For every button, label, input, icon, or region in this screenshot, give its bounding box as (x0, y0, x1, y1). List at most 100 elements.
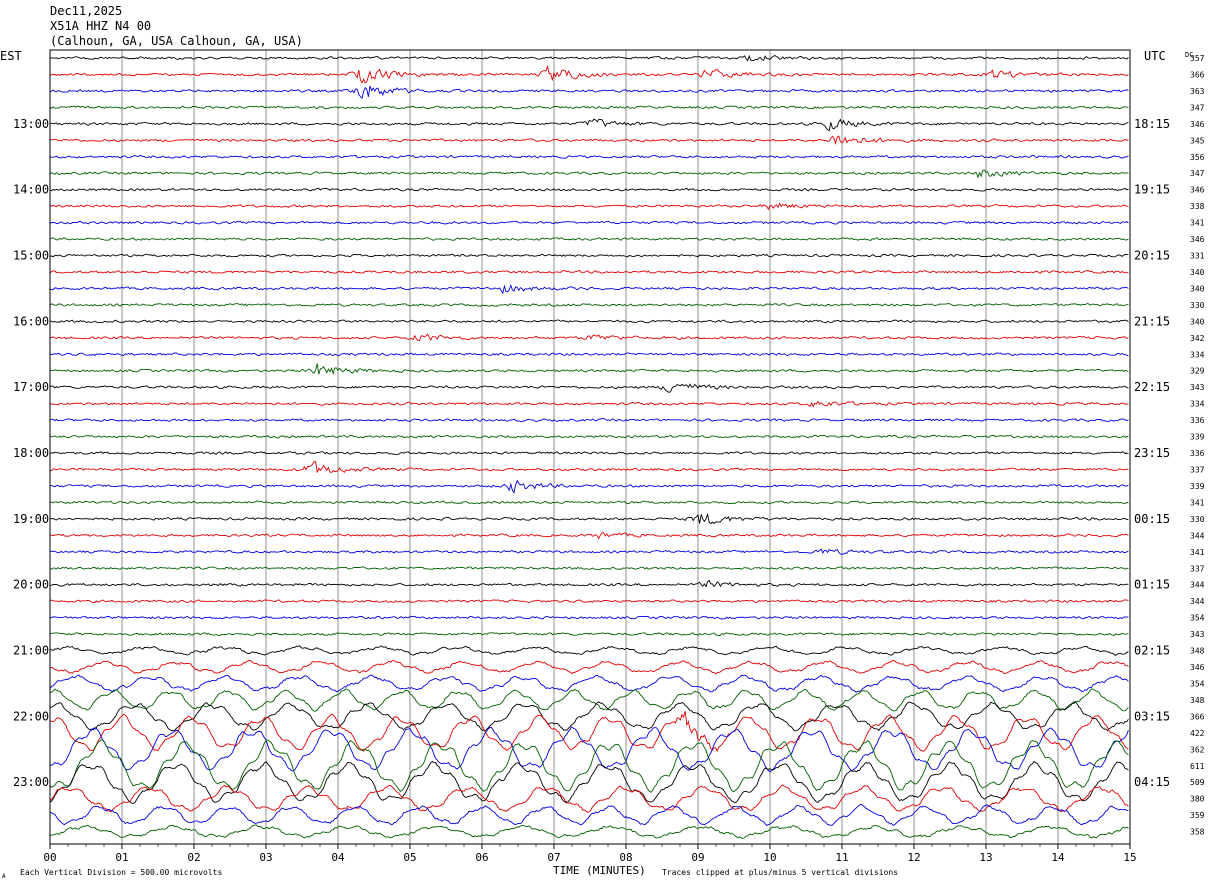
scale-note: Each Vertical Division = 500.00 microvol… (20, 868, 222, 877)
trace-row (49, 187, 1129, 192)
right-hour-label: 22:15 (1134, 380, 1170, 394)
trace-row (49, 784, 1129, 813)
trace-row (49, 739, 1129, 793)
trace-row (49, 202, 1129, 211)
trace-row (49, 479, 1129, 494)
left-hour-label: 13:00 (13, 117, 49, 131)
dc-value: 342 (1190, 334, 1205, 343)
dc-value: 509 (1190, 778, 1205, 787)
right-hour-label: 21:15 (1134, 314, 1170, 328)
left-hour-label: 16:00 (13, 314, 49, 328)
clip-note: Traces clipped at plus/minus 5 vertical … (662, 868, 898, 877)
trace-row (49, 451, 1129, 455)
x-tick-label: 06 (475, 851, 488, 864)
x-tick-label: 04 (331, 851, 345, 864)
x-tick-label: 09 (691, 851, 704, 864)
dc-value: 338 (1190, 202, 1205, 211)
x-tick-label: 13 (979, 851, 992, 864)
trace-row (49, 512, 1129, 525)
trace-row (49, 65, 1129, 84)
plot-frame (49, 49, 1131, 845)
dc-value: 356 (1190, 153, 1205, 162)
trace-row (49, 645, 1129, 656)
trace-row (49, 319, 1129, 324)
trace-row (49, 532, 1129, 540)
dc-value: 331 (1190, 252, 1205, 261)
dc-value: 357 (1190, 54, 1205, 63)
right-timezone-label: UTC (1144, 49, 1166, 63)
x-axis-ticks: 00 01 02 03 04 05 06 07 08 09 10 11 12 13 14 15 (43, 844, 1137, 864)
dc-value: 359 (1190, 811, 1205, 820)
x-tick-label: 08 (619, 851, 632, 864)
trace-row (49, 711, 1129, 752)
right-hour-label: 23:15 (1134, 446, 1170, 460)
x-tick-label: 10 (763, 851, 776, 864)
dc-value: 366 (1190, 70, 1205, 79)
trace-row (49, 418, 1129, 423)
x-tick-label: 02 (187, 851, 200, 864)
left-hour-label: 23:00 (13, 775, 49, 789)
trace-row (49, 220, 1129, 225)
corner-mark: A (2, 873, 6, 880)
station-code: X51A HHZ N4 00 (50, 19, 152, 33)
dc-value: 345 (1190, 136, 1205, 145)
dc-value: 340 (1190, 268, 1205, 277)
x-tick-label: 03 (259, 851, 272, 864)
trace-row (49, 566, 1129, 571)
trace-row (49, 803, 1129, 826)
dc-value: 337 (1190, 466, 1205, 475)
dc-value: 341 (1190, 498, 1205, 507)
trace-row (49, 548, 1129, 555)
x-axis-title: TIME (MINUTES) (553, 864, 646, 877)
left-hour-label: 22:00 (13, 709, 49, 723)
left-hour-label: 14:00 (13, 183, 49, 197)
dc-value: 611 (1190, 762, 1205, 771)
left-hour-label: 20:00 (13, 578, 49, 592)
right-hour-label: 18:15 (1134, 117, 1170, 131)
trace-row (49, 579, 1129, 588)
dc-value: 348 (1190, 696, 1205, 705)
x-tick-label: 14 (1051, 851, 1065, 864)
trace-row (49, 169, 1129, 179)
dc-header-label: DC (1185, 51, 1193, 59)
dc-value: 380 (1190, 795, 1205, 804)
dc-value: 346 (1190, 663, 1205, 672)
dc-value: 346 (1190, 186, 1205, 195)
x-tick-label: 00 (43, 851, 56, 864)
right-hour-label: 01:15 (1134, 578, 1170, 592)
trace-row (49, 688, 1129, 712)
dc-value: 348 (1190, 647, 1205, 656)
dc-value: 344 (1190, 581, 1205, 590)
right-hour-label: 20:15 (1134, 249, 1170, 263)
dc-value: 336 (1190, 449, 1205, 458)
trace-row (49, 54, 1129, 62)
trace-row (49, 85, 1129, 100)
dc-value: 346 (1190, 235, 1205, 244)
trace-row (49, 154, 1129, 159)
dc-value: 334 (1190, 350, 1205, 359)
dc-value: 339 (1190, 482, 1205, 491)
left-timezone-label: EST (0, 49, 22, 63)
dc-value: 354 (1190, 679, 1205, 688)
right-hour-label: 02:15 (1134, 644, 1170, 658)
dc-value: 362 (1190, 745, 1205, 754)
dc-value: 363 (1190, 87, 1205, 96)
dc-value: 347 (1190, 103, 1205, 112)
right-hour-labels: 18:15 19:15 20:15 21:15 22:15 23:15 00:15 01:15… (1134, 117, 1170, 789)
left-hour-label: 18:00 (13, 446, 49, 460)
dc-value: 330 (1190, 515, 1205, 524)
trace-row (49, 363, 1129, 375)
dc-value: 358 (1190, 828, 1205, 837)
plot-grid (121, 50, 1059, 844)
trace-row (49, 284, 1129, 295)
trace-row (49, 105, 1129, 110)
left-hour-labels: 13:00 14:00 15:00 16:00 17:00 18:00 19:00 20:00… (13, 117, 49, 789)
x-tick-label: 11 (835, 851, 848, 864)
dc-value: 339 (1190, 433, 1205, 442)
dc-value: 340 (1190, 284, 1205, 293)
trace-row (49, 674, 1129, 693)
trace-row (50, 599, 1129, 604)
right-hour-label: 00:15 (1134, 512, 1170, 526)
trace-row (49, 303, 1129, 307)
